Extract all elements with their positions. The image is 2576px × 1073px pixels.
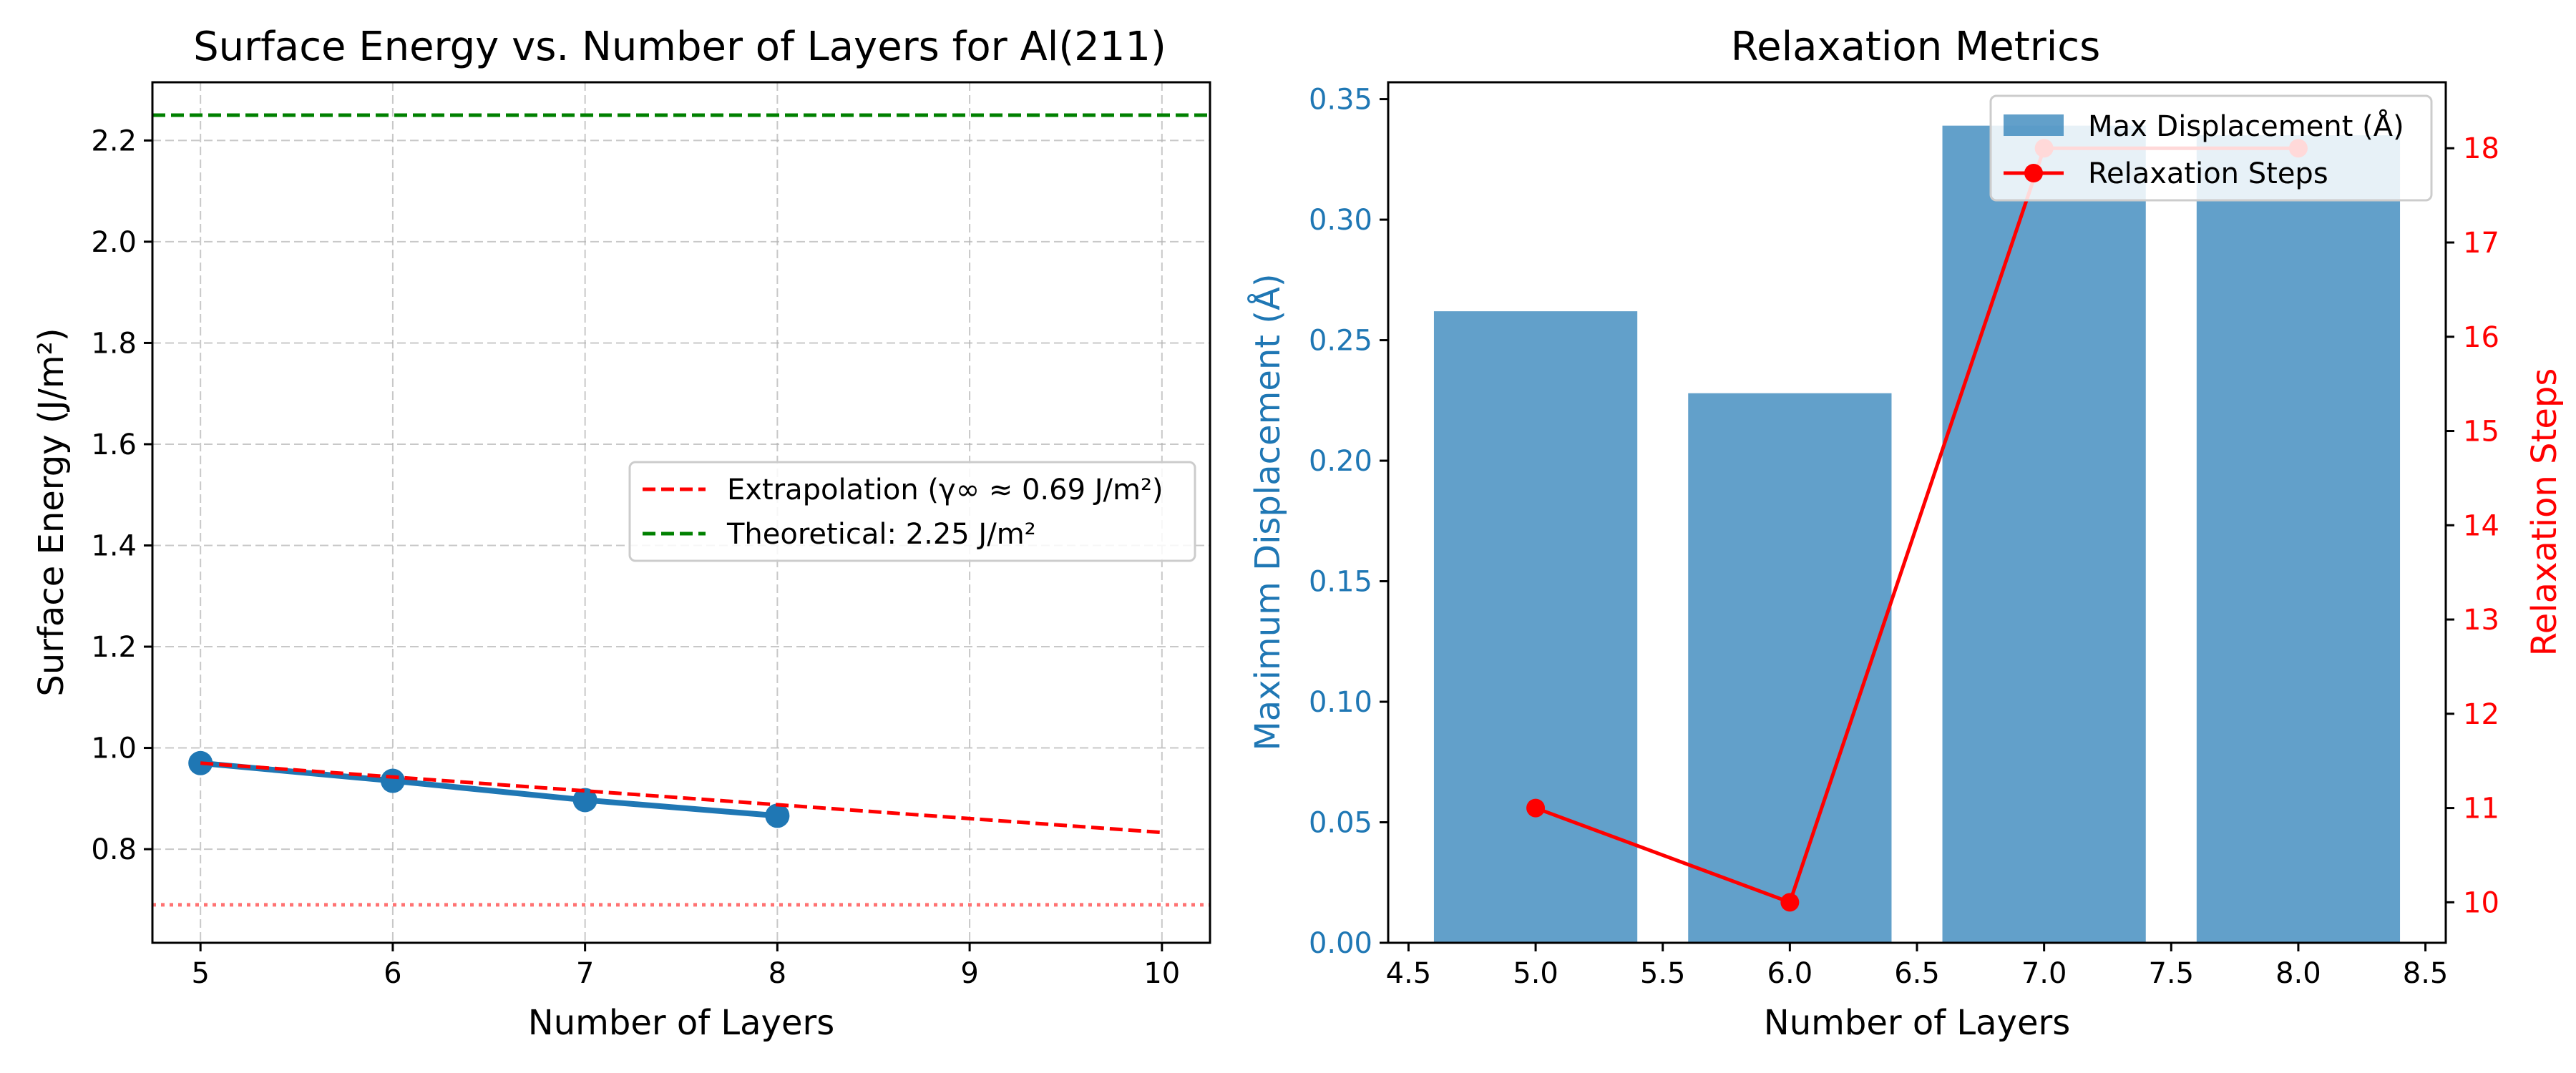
left-x-tick-label: 9 (960, 957, 978, 990)
left-y-tick-label: 1.4 (91, 529, 137, 562)
right-right-y-tick-label: 15 (2463, 416, 2499, 449)
right-left-y-tick-label: 0.35 (1309, 84, 1372, 117)
right-x-tick-label: 7.5 (2148, 957, 2194, 990)
right-x-tick-label: 7.0 (2021, 957, 2067, 990)
right-right-y-tick-label: 14 (2463, 509, 2499, 542)
left-y-tick-label: 0.8 (91, 833, 137, 866)
right-left-y-tick-label: 0.05 (1309, 807, 1372, 840)
right-right-y-tick-label: 10 (2463, 886, 2499, 919)
legend-relaxation-steps-label: Relaxation Steps (2088, 157, 2328, 190)
right-left-y-tick-label: 0.25 (1309, 325, 1372, 358)
legend-max-displacement-label: Max Displacement (Å) (2088, 109, 2404, 143)
left-y-tick-label: 1.2 (91, 631, 137, 664)
left-chart-title: Surface Energy vs. Number of Layers for … (193, 24, 1166, 70)
right-x-tick-label: 4.5 (1386, 957, 1432, 990)
right-legend-box (1989, 94, 2433, 202)
right-x-tick-label: 8.5 (2403, 957, 2449, 990)
left-y-tick-label: 2.2 (91, 124, 137, 157)
surface-energy-point (572, 788, 597, 813)
legend-theoretical-label: Theoretical: 2.25 J/m² (726, 518, 1036, 551)
left-x-tick-label: 7 (576, 957, 594, 990)
left-x-axis-label: Number of Layers (528, 1003, 834, 1043)
surface-energy-point (765, 803, 790, 828)
left-x-axis-ticks: 5 6 7 8 9 10 (191, 943, 1180, 990)
max-displacement-bar (1433, 311, 1638, 943)
left-y-axis-label: Surface Energy (J/m²) (31, 328, 72, 696)
right-right-y-tick-label: 13 (2463, 604, 2499, 637)
right-left-y-tick-label: 0.20 (1309, 445, 1372, 478)
right-left-y-tick-label: 0.10 (1309, 686, 1372, 719)
right-x-tick-label: 5.0 (1513, 957, 1558, 990)
max-displacement-bar (2196, 135, 2401, 943)
left-y-tick-label: 1.6 (91, 428, 137, 461)
left-y-tick-label: 2.0 (91, 226, 137, 259)
right-right-y-tick-label: 17 (2463, 227, 2499, 260)
surface-energy-line (200, 760, 778, 819)
right-right-y-tick-label: 18 (2463, 132, 2499, 165)
right-chart-title: Relaxation Metrics (1731, 24, 2101, 70)
left-plot-frame (151, 81, 1211, 944)
left-x-tick-label: 6 (384, 957, 401, 990)
left-y-tick-label: 1.8 (91, 327, 137, 360)
right-left-y-tick-label: 0.15 (1309, 566, 1372, 599)
left-legend: Extrapolation (γ∞ ≈ 0.69 J/m²) Theoretic… (628, 461, 1196, 562)
right-y-axis-label-right: Relaxation Steps (2524, 368, 2565, 657)
legend-relaxation-steps-marker (2024, 164, 2043, 182)
relaxation-metrics-chart: Relaxation Metrics 4.5 5.0 5.5 6.0 6.5 7.0 7.5… (1247, 24, 2565, 1043)
left-x-tick-label: 5 (191, 957, 209, 990)
max-displacement-bar (1942, 125, 2146, 943)
right-legend: Max Displacement (Å) Relaxation Steps (1989, 94, 2433, 202)
left-y-tick-label: 1.0 (91, 733, 137, 765)
right-left-y-tick-label: 0.00 (1309, 927, 1372, 960)
right-x-tick-label: 5.5 (1640, 957, 1686, 990)
relaxation-steps-point (1526, 798, 1546, 818)
left-x-tick-label: 10 (1143, 957, 1180, 990)
right-right-y-tick-label: 11 (2463, 793, 2499, 825)
relaxation-steps-point (1780, 893, 1800, 912)
right-right-y-tick-label: 12 (2463, 698, 2499, 731)
right-x-axis-label: Number of Layers (1764, 1003, 2070, 1043)
left-x-tick-label: 8 (769, 957, 786, 990)
right-right-y-tick-label: 16 (2463, 321, 2499, 354)
max-displacement-bar (1688, 393, 1892, 943)
extrapolation-line (200, 761, 1162, 835)
right-right-y-axis-ticks: 10 11 12 13 14 15 16 17 18 (2446, 132, 2499, 919)
right-left-y-axis-ticks: 0.00 0.05 0.10 0.15 0.20 0.25 0.30 0.35 (1309, 84, 1388, 960)
left-y-axis-ticks: 0.8 1.0 1.2 1.4 1.6 1.8 2.0 2.2 (91, 124, 152, 866)
legend-max-displacement-swatch (2004, 114, 2064, 136)
left-legend-box (628, 461, 1196, 562)
right-x-axis-ticks: 4.5 5.0 5.5 6.0 6.5 7.0 7.5 8.0 8.5 (1386, 943, 2449, 990)
legend-extrapolation-label: Extrapolation (γ∞ ≈ 0.69 J/m²) (727, 474, 1163, 506)
right-left-y-tick-label: 0.30 (1309, 204, 1372, 237)
right-x-tick-label: 6.5 (1894, 957, 1940, 990)
surface-energy-chart: Surface Energy vs. Number of Layers for … (31, 24, 1211, 1043)
right-x-tick-label: 8.0 (2275, 957, 2321, 990)
right-plot-area (1433, 125, 2401, 943)
surface-energy-point (380, 768, 405, 793)
right-y-axis-label-left: Maximum Displacement (Å) (1247, 273, 1288, 750)
left-plot-area (152, 113, 1210, 907)
right-x-tick-label: 6.0 (1767, 957, 1813, 990)
